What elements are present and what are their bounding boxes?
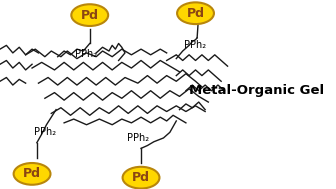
Ellipse shape (71, 4, 108, 26)
Text: Pd: Pd (186, 7, 205, 20)
Ellipse shape (123, 167, 160, 189)
Text: Pd: Pd (132, 171, 150, 184)
Text: PPh₂: PPh₂ (34, 127, 56, 137)
Text: Pd: Pd (81, 9, 99, 22)
Text: Metal-Organic Gel: Metal-Organic Gel (189, 84, 324, 97)
Text: PPh₂: PPh₂ (75, 49, 97, 59)
Ellipse shape (177, 2, 214, 24)
Ellipse shape (14, 163, 50, 185)
Text: Pd: Pd (23, 167, 41, 180)
Text: PPh₂: PPh₂ (127, 133, 149, 143)
Text: PPh₂: PPh₂ (184, 40, 206, 50)
